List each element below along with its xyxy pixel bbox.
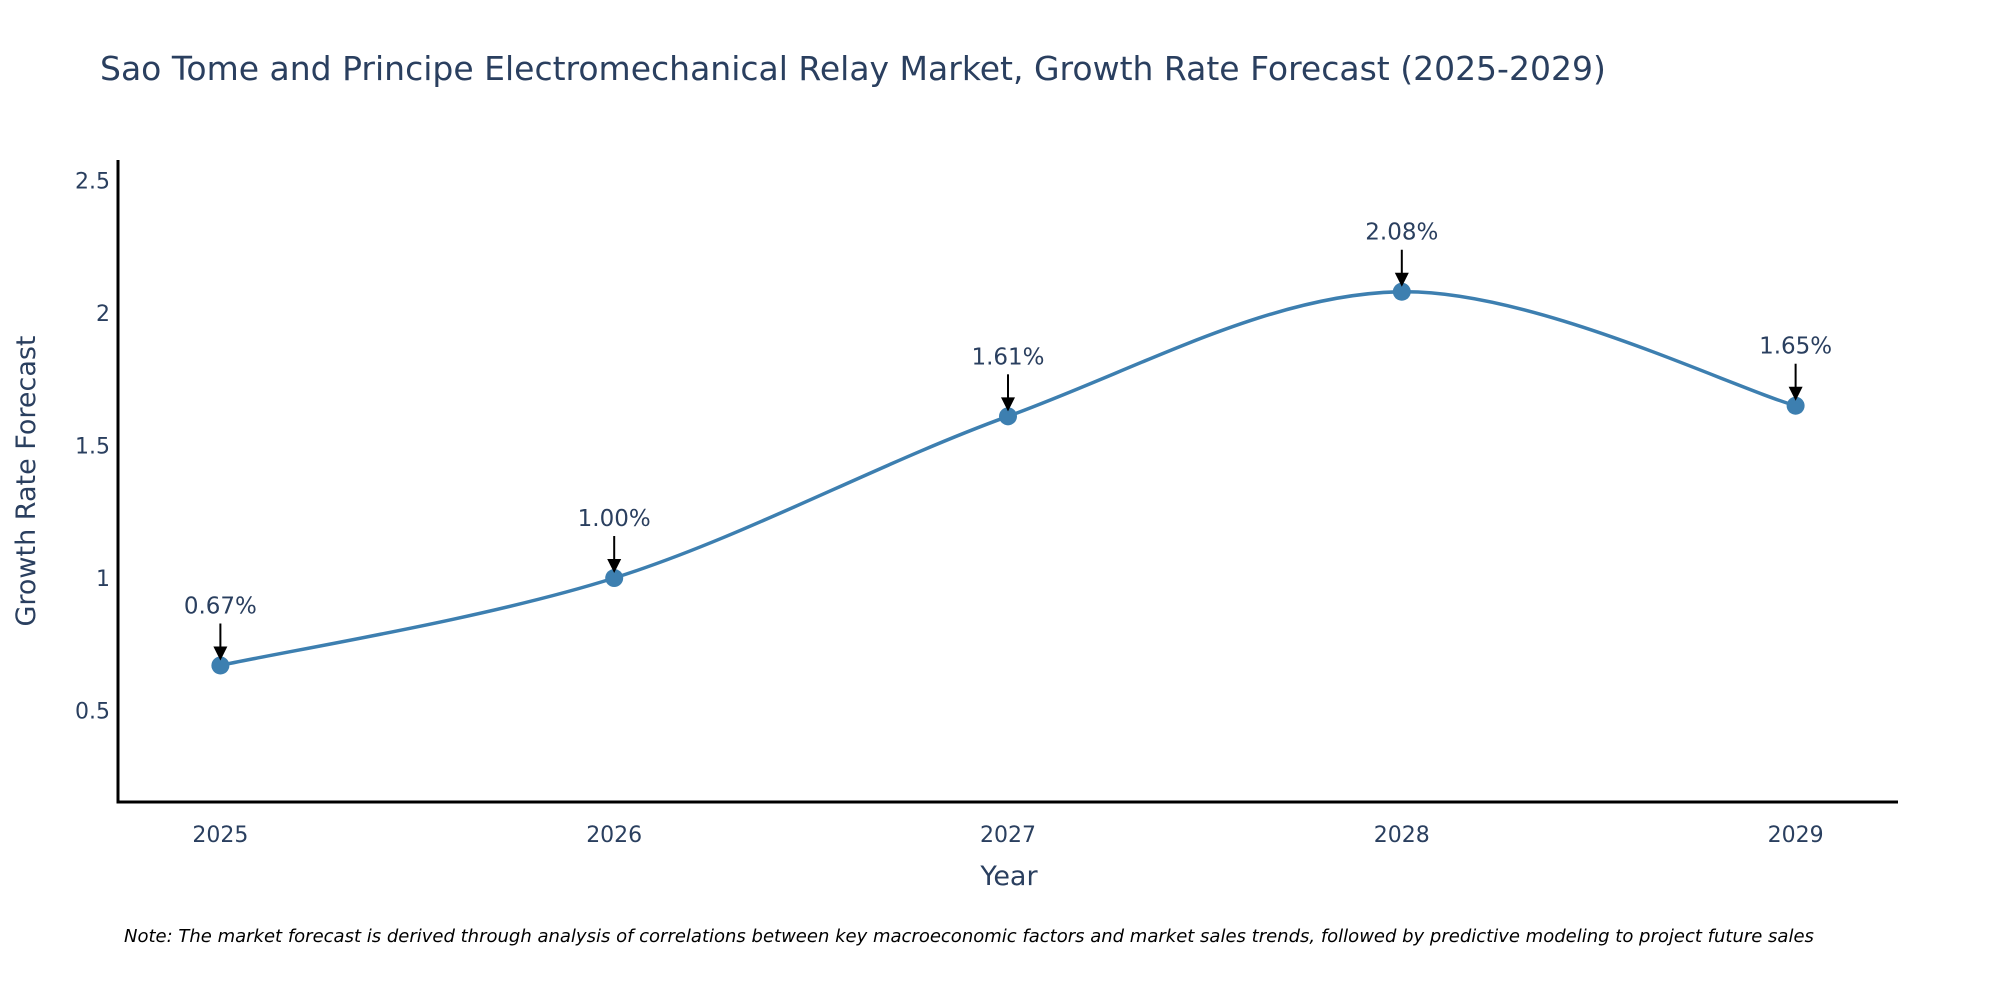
data-point: [1392, 282, 1411, 301]
data-point: [1786, 396, 1805, 415]
annotation-arrow-head: [607, 559, 622, 574]
data-label: 2.08%: [1365, 220, 1438, 246]
x-tick-label: 2025: [192, 823, 248, 848]
data-label: 1.61%: [971, 344, 1044, 370]
data-label: 1.65%: [1759, 334, 1832, 360]
y-tick-label: 0.5: [75, 700, 110, 725]
x-tick-label: 2027: [980, 823, 1036, 848]
annotation-arrow-head: [1001, 397, 1015, 412]
data-label: 1.00%: [578, 506, 651, 532]
annotation-layer: 0.67% 1.00% 1.61% 2.08% 1.65%: [184, 220, 1832, 661]
y-axis-title: Growth Rate Forecast: [11, 335, 42, 626]
data-point: [211, 656, 230, 675]
axes: 0.5 1 1.5 2 2.5 2025 2026 2027 2028 2029: [75, 160, 1898, 848]
data-label: 0.67%: [184, 593, 257, 619]
data-point: [605, 569, 624, 588]
y-tick-label: 2: [96, 302, 110, 327]
x-tick-label: 2026: [586, 823, 642, 848]
y-tick-label: 1.5: [75, 434, 110, 459]
annotation-arrow-head: [213, 646, 228, 661]
x-axis-title: Year: [979, 861, 1038, 892]
chart-title: Sao Tome and Principe Electromechanical …: [100, 49, 1606, 88]
y-tick-label: 2.5: [75, 169, 110, 194]
annotation-arrow-head: [1788, 386, 1803, 401]
footnote: Note: The market forecast is derived thr…: [124, 926, 1814, 947]
marker-layer: [211, 282, 1805, 675]
x-tick-label: 2028: [1374, 823, 1430, 848]
y-tick-label: 1: [96, 567, 110, 592]
annotation-arrow-head: [1394, 272, 1409, 287]
x-tick-label: 2029: [1768, 823, 1824, 848]
data-point: [999, 407, 1017, 426]
